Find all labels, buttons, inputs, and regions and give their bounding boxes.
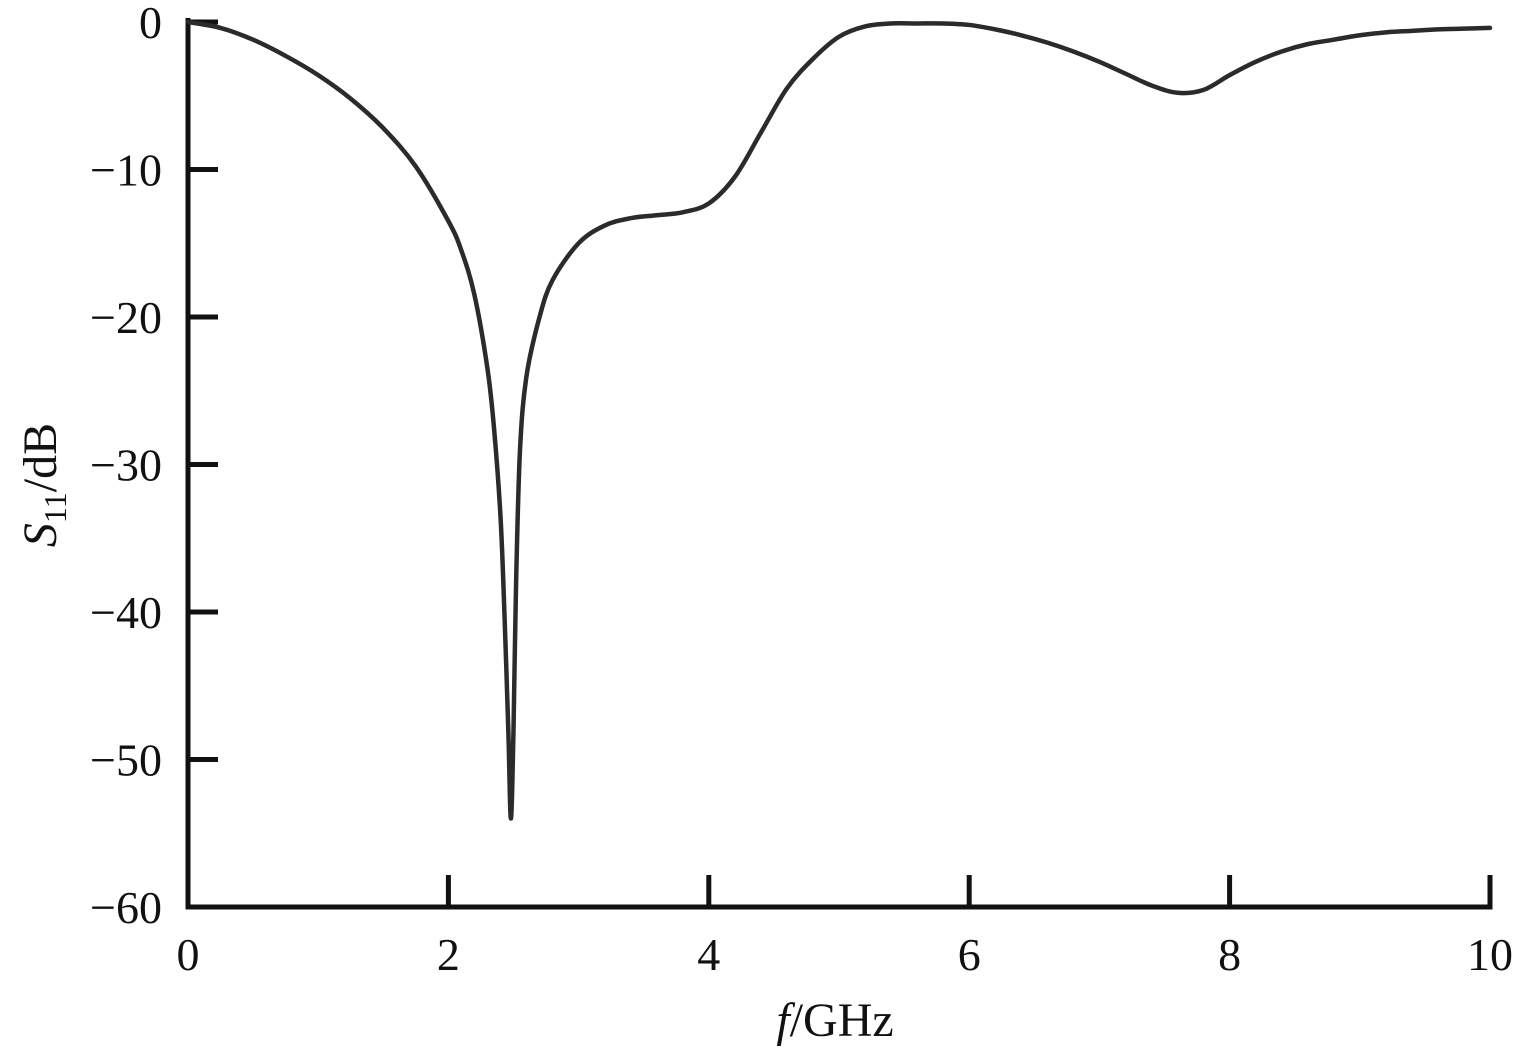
y-tick-label: −60 [90, 882, 162, 933]
y-axis-label-subscript: 11 [37, 492, 73, 523]
x-tick-label: 4 [697, 929, 720, 980]
y-tick-label: −10 [90, 145, 162, 196]
x-tick-label: 2 [437, 929, 460, 980]
y-axis-label: S11/dB [14, 423, 73, 547]
x-axis-label-unit: /GHz [790, 994, 894, 1047]
y-ticks: 0 −10 −20 −30 −40 −50 −60 [90, 0, 218, 933]
x-tick-label: 0 [177, 929, 200, 980]
y-tick-label: −50 [90, 735, 162, 786]
plot-area: 0 2 4 6 8 10 0 −10 −20 −30 −40 −50 −60 [90, 0, 1513, 980]
y-tick-label: −40 [90, 587, 162, 638]
y-tick-label: −30 [90, 440, 162, 491]
s11-series-line [185, 19, 1493, 821]
x-ticks: 0 2 4 6 8 10 [177, 875, 1513, 980]
y-axis-label-unit: /dB [14, 423, 67, 492]
x-axis-label: f/GHz [776, 994, 893, 1047]
series-group [185, 19, 1493, 821]
y-tick-label: 0 [139, 0, 162, 48]
x-tick-label: 10 [1467, 929, 1513, 980]
y-tick-label: −20 [90, 292, 162, 343]
x-tick-label: 8 [1218, 929, 1241, 980]
y-axis-label-italic: S [14, 523, 67, 547]
x-tick-label: 6 [958, 929, 981, 980]
